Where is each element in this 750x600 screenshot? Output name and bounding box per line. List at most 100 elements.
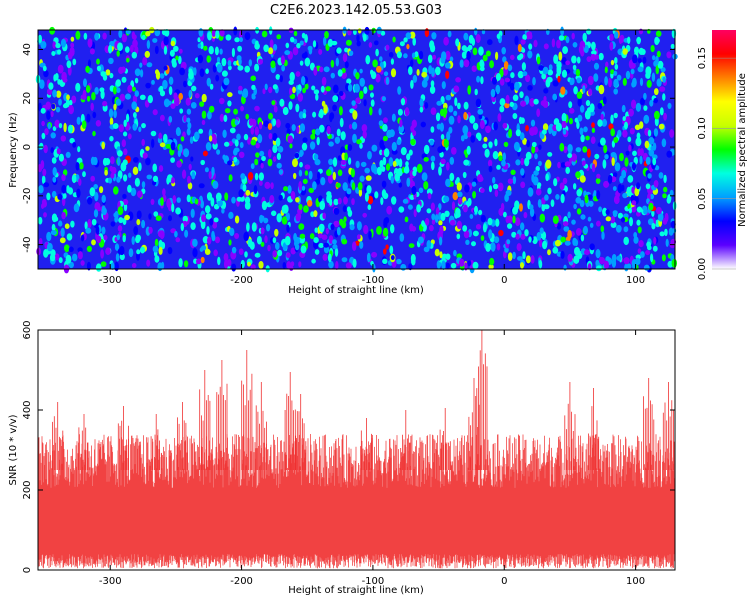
spectrogram-cell xyxy=(431,32,437,40)
spectrogram-cell xyxy=(299,123,305,133)
spectrogram-cell xyxy=(651,209,655,217)
snr-y-label: SNR (10 * v/v) xyxy=(8,414,19,485)
spectrogram-cell xyxy=(339,117,344,128)
spectrogram-cell xyxy=(268,149,272,158)
spectrogram-cell xyxy=(311,258,316,264)
spectrogram-cell xyxy=(168,86,173,96)
spectrogram-cell xyxy=(352,241,357,251)
spectrogram-cell xyxy=(560,86,566,95)
spectrogram-cell xyxy=(76,188,81,198)
spectrogram-cell xyxy=(133,226,139,235)
spectrogram-cell xyxy=(507,178,513,184)
spectrogram-cell xyxy=(293,172,297,180)
spectrogram-cell xyxy=(145,157,151,166)
spectrogram-cell xyxy=(388,157,394,167)
spectrogram-cell xyxy=(257,58,263,65)
spectrogram-cell xyxy=(52,89,57,98)
spectrogram-cell xyxy=(493,121,499,131)
spectrogram-cell xyxy=(421,71,428,78)
spectrogram-cell xyxy=(467,44,473,51)
spectrogram-cell xyxy=(233,26,238,36)
spectrogram-cell xyxy=(440,158,446,165)
spectrogram-cell xyxy=(40,41,47,49)
spectrogram-cell xyxy=(364,192,369,202)
spectrogram-cell xyxy=(653,236,657,245)
x-tick-label: 100 xyxy=(626,275,645,286)
spectrogram-cell xyxy=(142,152,148,159)
spectrogram-cell xyxy=(455,77,461,83)
spectrogram-cell xyxy=(492,151,499,160)
spectrogram-cell xyxy=(167,247,173,255)
spectrogram-cell xyxy=(457,102,461,110)
spectrogram-cell xyxy=(457,197,463,205)
spectrogram-cell xyxy=(368,230,372,240)
spectrogram-cell xyxy=(663,112,667,121)
spectrogram-cell xyxy=(138,162,142,172)
spectrogram-cell xyxy=(219,113,225,122)
spectrogram-cell xyxy=(342,53,348,63)
spectrogram-cell xyxy=(463,230,470,239)
spectrogram-cell xyxy=(250,139,257,146)
spectrogram-cell xyxy=(71,95,77,104)
spectrogram-cell xyxy=(277,249,283,257)
spectrogram-cell xyxy=(378,120,384,127)
spectrogram-cell xyxy=(276,213,282,223)
spectrogram-cell xyxy=(598,84,605,95)
spectrogram-cell xyxy=(100,261,107,267)
spectrogram-cell xyxy=(421,220,425,227)
spectrogram-cell xyxy=(184,229,189,238)
spectrogram-cell xyxy=(132,34,137,40)
spectrogram-cell xyxy=(643,114,650,124)
spectrogram-cell xyxy=(54,119,60,128)
spectrogram-cell xyxy=(419,106,424,113)
spectrogram-cell xyxy=(627,175,634,183)
spectrogram-cell xyxy=(175,127,181,137)
spectrogram-cell xyxy=(383,117,388,123)
spectrogram-cell xyxy=(648,202,654,211)
spectrogram-cell xyxy=(418,187,424,194)
spectrogram-cell xyxy=(122,235,126,243)
spectrogram-cell xyxy=(327,38,333,47)
spectrogram-cell xyxy=(365,55,371,65)
spectrogram-cell xyxy=(614,31,619,39)
spectrogram-cell xyxy=(591,127,596,133)
spectrogram-cell xyxy=(647,129,652,137)
spectrogram-cell xyxy=(542,66,549,75)
spectrogram-cell xyxy=(323,242,329,248)
spectrogram-cell xyxy=(567,211,571,219)
spectrogram-cell xyxy=(239,142,244,149)
spectrogram-cell xyxy=(290,190,296,200)
spectrogram-cell xyxy=(165,143,172,149)
spectrogram-cell xyxy=(363,86,368,94)
spectrogram-cell xyxy=(358,188,363,197)
spectrogram-cell xyxy=(92,111,97,119)
spectrogram-cell xyxy=(365,175,372,181)
spectrogram-cell xyxy=(123,148,128,156)
x-tick-label: 0 xyxy=(501,275,507,286)
spectrogram-cell xyxy=(579,175,586,183)
spectrogram-cell xyxy=(520,233,526,240)
spectrogram-cell xyxy=(488,165,493,173)
spectrogram-cell xyxy=(594,153,600,160)
spectrogram-cell xyxy=(201,120,206,125)
spectrogram-cell xyxy=(343,216,347,223)
spectrogram-cell xyxy=(130,187,137,197)
spectrogram-cell xyxy=(298,203,303,211)
spectrogram-cell xyxy=(290,261,295,267)
spectrogram-cell xyxy=(604,66,608,74)
spectrogram-cell xyxy=(254,63,260,72)
spectrogram-cell xyxy=(405,161,409,167)
spectrogram-cell xyxy=(622,77,627,86)
spectrogram-cell xyxy=(351,182,356,191)
spectrogram-cell xyxy=(101,207,107,216)
spectrogram-cell xyxy=(651,222,656,230)
spectrogram-cell xyxy=(567,229,572,239)
spectrogram-cell xyxy=(233,156,238,163)
spectrogram-cell xyxy=(437,146,443,154)
spectrogram-cell xyxy=(374,191,379,199)
spectrogram-cell xyxy=(99,186,104,194)
spectrogram-cell xyxy=(309,141,316,150)
spectrogram-cell xyxy=(489,60,494,69)
spectrogram-cell xyxy=(366,185,372,194)
spectrogram-cell xyxy=(323,36,327,46)
